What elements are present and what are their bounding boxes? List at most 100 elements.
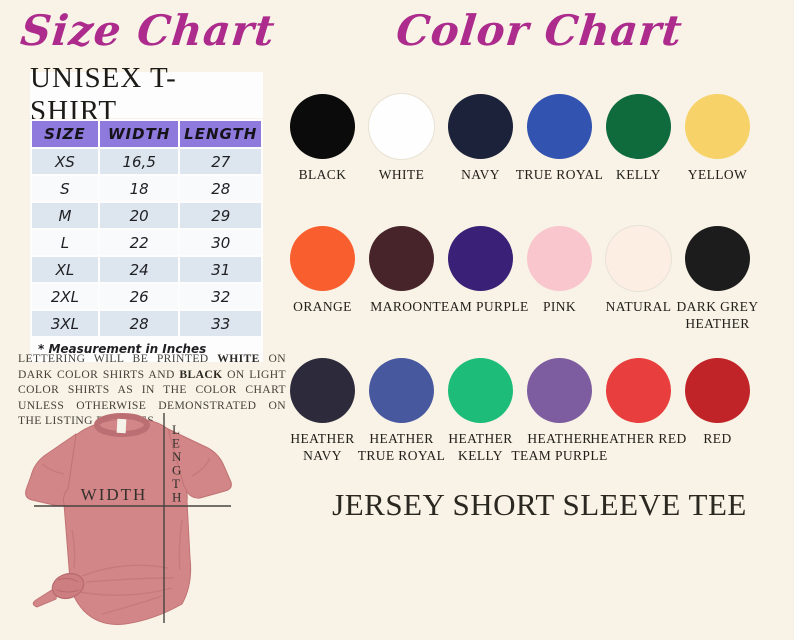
size-col-header-size: SIZE: [32, 121, 98, 147]
swatch-cell-heather-red: HEATHER RED: [590, 358, 686, 464]
size-cell: 26: [99, 284, 179, 309]
swatch-circle-heather-navy: [290, 358, 355, 423]
size-chart-title: Size Chart: [18, 6, 278, 55]
swatch-label-team-purple: TEAM PURPLE: [432, 299, 529, 314]
swatch-circle-pink: [527, 226, 592, 291]
swatch-label-heather-red: HEATHER RED: [590, 431, 687, 446]
swatch-cell-true-royal: TRUE ROYAL: [516, 94, 603, 226]
lettering-note: LETTERING WILL BE PRINTED WHITE ON DARK …: [18, 351, 286, 429]
size-cell: 20: [99, 203, 179, 228]
swatch-circle-white: [369, 94, 434, 159]
swatch-cell-dark-grey-heather: DARK GREY HEATHER: [677, 226, 758, 358]
size-col-header-width: WIDTH: [99, 121, 179, 147]
swatch-cell-kelly: KELLY: [599, 94, 678, 226]
size-cell: 29: [180, 203, 261, 228]
size-row-m: M 20 29: [32, 203, 261, 228]
swatch-circle-heather-kelly: [448, 358, 513, 423]
swatch-label-red: RED: [703, 431, 732, 446]
size-row-3xl: 3XL 28 33: [32, 311, 261, 336]
swatch-cell-orange: ORANGE: [283, 226, 362, 358]
size-cell: 33: [180, 311, 261, 336]
swatch-label-true-royal: TRUE ROYAL: [515, 167, 604, 182]
size-cell: 2XL: [32, 284, 98, 309]
size-cell: 30: [180, 230, 261, 255]
size-table-footnote-row: * Measurement in Inches: [32, 338, 261, 360]
swatch-cell-pink: PINK: [520, 226, 599, 358]
swatch-circle-black: [290, 94, 355, 159]
swatch-label-white: WHITE: [378, 167, 425, 182]
size-cell: 27: [180, 149, 261, 174]
swatch-cell-maroon: MAROON: [362, 226, 441, 358]
swatch-label-heather-true-royal: HEATHER TRUE ROYAL: [357, 431, 446, 463]
size-cell: XL: [32, 257, 98, 282]
swatch-cell-white: WHITE: [362, 94, 441, 226]
swatch-cell-heather-navy: HEATHER NAVY: [283, 358, 362, 464]
swatch-label-dark-grey-heather: DARK GREY HEATHER: [676, 299, 759, 331]
size-row-s: S 18 28: [32, 176, 261, 201]
swatch-label-yellow: YELLOW: [687, 167, 748, 182]
size-row-2xl: 2XL 26 32: [32, 284, 261, 309]
swatch-cell-yellow: YELLOW: [678, 94, 757, 226]
size-cell: 32: [180, 284, 261, 309]
size-cell: M: [32, 203, 98, 228]
swatch-label-heather-kelly: HEATHER KELLY: [448, 431, 513, 463]
swatch-label-heather-team-purple: HEATHER TEAM PURPLE: [511, 431, 608, 463]
swatch-circle-natural: [606, 226, 671, 291]
swatch-label-navy: NAVY: [461, 167, 500, 182]
size-cell: 3XL: [32, 311, 98, 336]
swatch-cell-black: BLACK: [283, 94, 362, 226]
swatch-cell-heather-kelly: HEATHER KELLY: [441, 358, 520, 464]
swatch-circle-heather-red: [606, 358, 671, 423]
swatch-cell-natural: NATURAL: [599, 226, 678, 358]
size-cell: L: [32, 230, 98, 255]
size-table-header-row: SIZE WIDTH LENGTH: [32, 121, 261, 147]
size-cell: 28: [180, 176, 261, 201]
swatch-label-heather-navy: HEATHER NAVY: [290, 431, 355, 463]
size-table: SIZE WIDTH LENGTH XS 16,5 27 S 18 28 M 20 29 L 22 30 X…: [30, 119, 263, 362]
swatch-circle-heather-team-purple: [527, 358, 592, 423]
size-cell: 16,5: [99, 149, 179, 174]
swatch-circle-red: [685, 358, 750, 423]
size-row-xs: XS 16,5 27: [32, 149, 261, 174]
color-swatch-grid: BLACK WHITE NAVY TRUE ROYAL KELLY YELLOW ORANG…: [283, 94, 758, 464]
size-table-footnote: * Measurement in Inches: [32, 338, 261, 360]
swatch-circle-orange: [290, 226, 355, 291]
swatch-circle-true-royal: [527, 94, 592, 159]
swatch-circle-maroon: [369, 226, 434, 291]
swatch-cell-red: RED: [678, 358, 757, 464]
swatch-circle-yellow: [685, 94, 750, 159]
width-label: WIDTH: [81, 485, 148, 504]
size-cell: XS: [32, 149, 98, 174]
swatch-circle-dark-grey-heather: [685, 226, 750, 291]
tshirt-collar: [94, 413, 150, 437]
product-name: JERSEY SHORT SLEEVE TEE: [332, 487, 747, 522]
swatch-label-pink: PINK: [542, 299, 577, 314]
swatch-circle-heather-true-royal: [369, 358, 434, 423]
swatch-cell-heather-true-royal: HEATHER TRUE ROYAL: [358, 358, 445, 464]
size-row-l: L 22 30: [32, 230, 261, 255]
swatch-label-orange: ORANGE: [293, 299, 352, 314]
swatch-label-maroon: MAROON: [370, 299, 433, 314]
size-chart-subtitle: UNISEX T-SHIRT: [30, 62, 177, 127]
note-bold-word: BLACK: [179, 367, 223, 381]
size-row-xl: XL 24 31: [32, 257, 261, 282]
swatch-label-black: BLACK: [298, 167, 347, 182]
swatch-circle-navy: [448, 94, 513, 159]
swatch-label-natural: NATURAL: [605, 299, 672, 314]
color-chart-title: Color Chart: [393, 6, 686, 55]
measurement-lines: [34, 413, 231, 623]
swatch-cell-team-purple: TEAM PURPLE: [432, 226, 528, 358]
swatch-cell-heather-team-purple: HEATHER TEAM PURPLE: [511, 358, 607, 464]
note-bold-word: WHITE: [217, 352, 260, 365]
size-cell: 24: [99, 257, 179, 282]
swatch-cell-navy: NAVY: [441, 94, 520, 226]
size-cell: S: [32, 176, 98, 201]
swatch-circle-team-purple: [448, 226, 513, 291]
note-text: ON DARK COLOR SHIRTS AND: [18, 352, 286, 381]
tshirt-neck-tag: [116, 418, 127, 434]
size-cell: 18: [99, 176, 179, 201]
